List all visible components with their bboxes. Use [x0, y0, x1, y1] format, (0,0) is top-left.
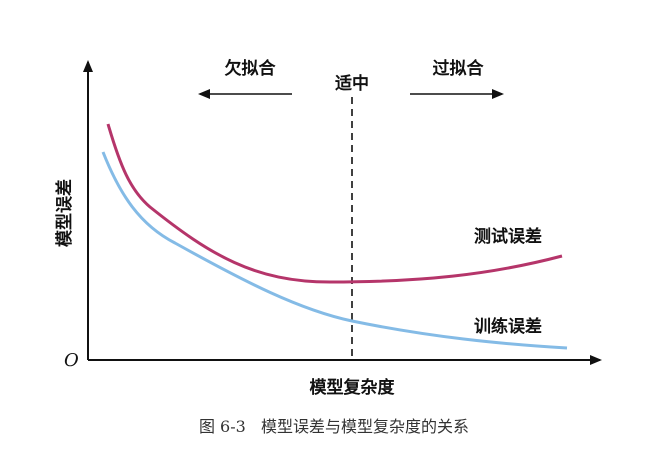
optimal-label: 适中	[335, 73, 369, 94]
y-axis-label: 模型误差	[54, 179, 75, 247]
origin-label: O	[64, 350, 79, 371]
test-error-curve	[106, 123, 563, 284]
underfit-label: 欠拟合	[225, 58, 277, 79]
x-axis-label: 模型复杂度	[310, 377, 396, 398]
overfit-label: 过拟合	[433, 58, 485, 79]
train-error-curve	[101, 151, 568, 350]
train-error-label: 训练误差	[474, 316, 542, 337]
test-error-label: 测试误差	[474, 226, 542, 247]
figure-caption: 图 6-3 模型误差与模型复杂度的关系	[199, 417, 469, 436]
